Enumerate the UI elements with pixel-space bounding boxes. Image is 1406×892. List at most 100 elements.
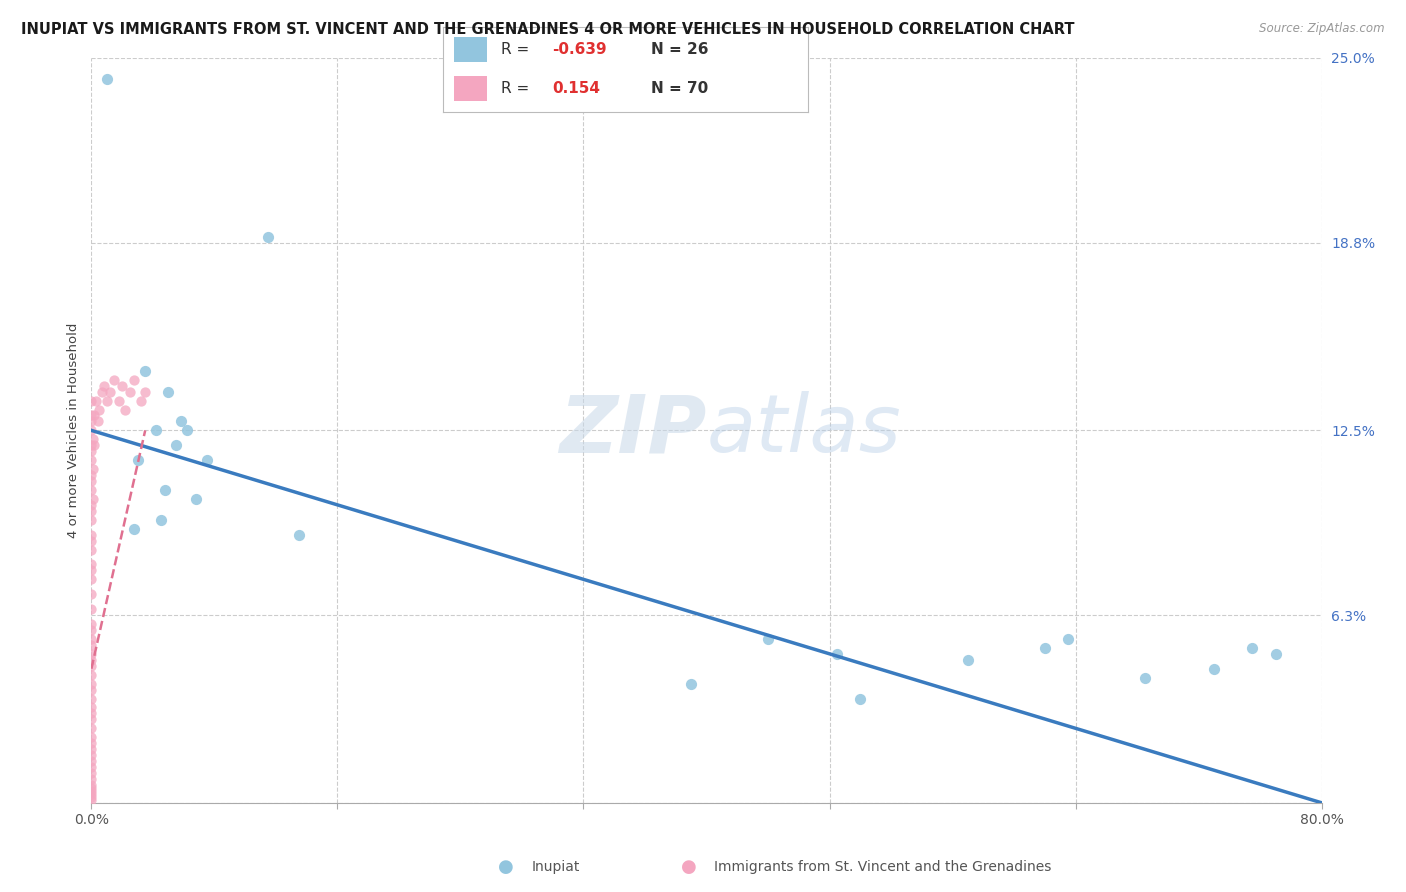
Point <box>1057 632 1080 646</box>
Point <box>87 402 110 417</box>
Point <box>80 513 103 527</box>
Point <box>165 438 187 452</box>
Point <box>80 706 103 721</box>
Point <box>114 402 136 417</box>
Text: ZIP: ZIP <box>560 392 706 469</box>
Point <box>96 71 118 86</box>
Point <box>96 393 118 408</box>
Point <box>82 433 104 447</box>
Point <box>80 453 103 467</box>
Text: atlas: atlas <box>706 392 901 469</box>
Point <box>176 424 198 438</box>
Point <box>80 748 103 763</box>
Point <box>134 384 156 399</box>
Point <box>80 498 103 512</box>
Point <box>956 653 979 667</box>
Point <box>1264 647 1286 661</box>
Point <box>103 373 125 387</box>
Point <box>80 474 103 488</box>
Point <box>80 658 103 673</box>
Point <box>118 384 141 399</box>
Point <box>80 444 103 458</box>
Text: INUPIAT VS IMMIGRANTS FROM ST. VINCENT AND THE GRENADINES 4 OR MORE VEHICLES IN : INUPIAT VS IMMIGRANTS FROM ST. VINCENT A… <box>21 22 1074 37</box>
Text: Source: ZipAtlas.com: Source: ZipAtlas.com <box>1260 22 1385 36</box>
Point <box>80 647 103 661</box>
Point <box>80 587 103 601</box>
Point <box>80 632 103 646</box>
Text: ●: ● <box>498 858 515 876</box>
Point <box>80 691 103 706</box>
Point <box>93 378 115 392</box>
Point <box>80 638 103 652</box>
Point <box>80 742 103 756</box>
Point <box>1202 662 1225 676</box>
Point <box>80 558 103 572</box>
Point <box>169 414 191 428</box>
Point <box>195 453 218 467</box>
Point <box>82 491 104 506</box>
Point <box>1033 640 1056 655</box>
Point <box>849 691 872 706</box>
Point <box>80 766 103 780</box>
Text: 0.154: 0.154 <box>553 81 600 96</box>
Point <box>80 424 103 438</box>
Point <box>80 676 103 690</box>
Point <box>80 542 103 557</box>
Point <box>134 364 156 378</box>
Point <box>80 409 103 423</box>
Point <box>82 462 104 476</box>
Text: N = 26: N = 26 <box>651 42 709 57</box>
Point <box>153 483 177 497</box>
Point <box>145 424 167 438</box>
Point <box>108 393 131 408</box>
Point <box>257 229 280 244</box>
Point <box>80 787 103 801</box>
Point <box>80 789 103 804</box>
Point <box>80 731 103 745</box>
Point <box>825 647 848 661</box>
Point <box>124 373 146 387</box>
Point <box>80 533 103 548</box>
Point <box>80 504 103 518</box>
Point <box>80 653 103 667</box>
Text: ●: ● <box>681 858 697 876</box>
Point <box>83 409 105 423</box>
Point <box>80 527 103 541</box>
Point <box>756 632 779 646</box>
Point <box>80 414 103 428</box>
Bar <box>454 76 486 102</box>
Point <box>184 491 207 506</box>
Point <box>91 384 114 399</box>
Text: -0.639: -0.639 <box>553 42 607 57</box>
Point <box>80 712 103 726</box>
Y-axis label: 4 or more Vehicles in Household: 4 or more Vehicles in Household <box>67 323 80 538</box>
Point <box>84 393 107 408</box>
Point <box>127 453 149 467</box>
Point <box>80 721 103 735</box>
Text: R =: R = <box>502 42 530 57</box>
Point <box>80 483 103 497</box>
Point <box>288 527 311 541</box>
Point <box>80 784 103 798</box>
Point <box>80 563 103 577</box>
Point <box>80 667 103 681</box>
Point <box>80 760 103 774</box>
Point <box>80 623 103 637</box>
Point <box>80 754 103 768</box>
Point <box>80 772 103 786</box>
Text: Immigrants from St. Vincent and the Grenadines: Immigrants from St. Vincent and the Gren… <box>714 860 1052 874</box>
Point <box>80 780 103 795</box>
Point <box>80 778 103 792</box>
Point <box>681 676 703 690</box>
Point <box>124 522 146 536</box>
Point <box>80 617 103 632</box>
Point <box>129 393 152 408</box>
Point <box>80 393 103 408</box>
Point <box>80 468 103 483</box>
Text: Inupiat: Inupiat <box>531 860 579 874</box>
Point <box>80 682 103 697</box>
Text: N = 70: N = 70 <box>651 81 709 96</box>
Point <box>80 700 103 714</box>
Point <box>80 438 103 452</box>
Point <box>80 602 103 616</box>
